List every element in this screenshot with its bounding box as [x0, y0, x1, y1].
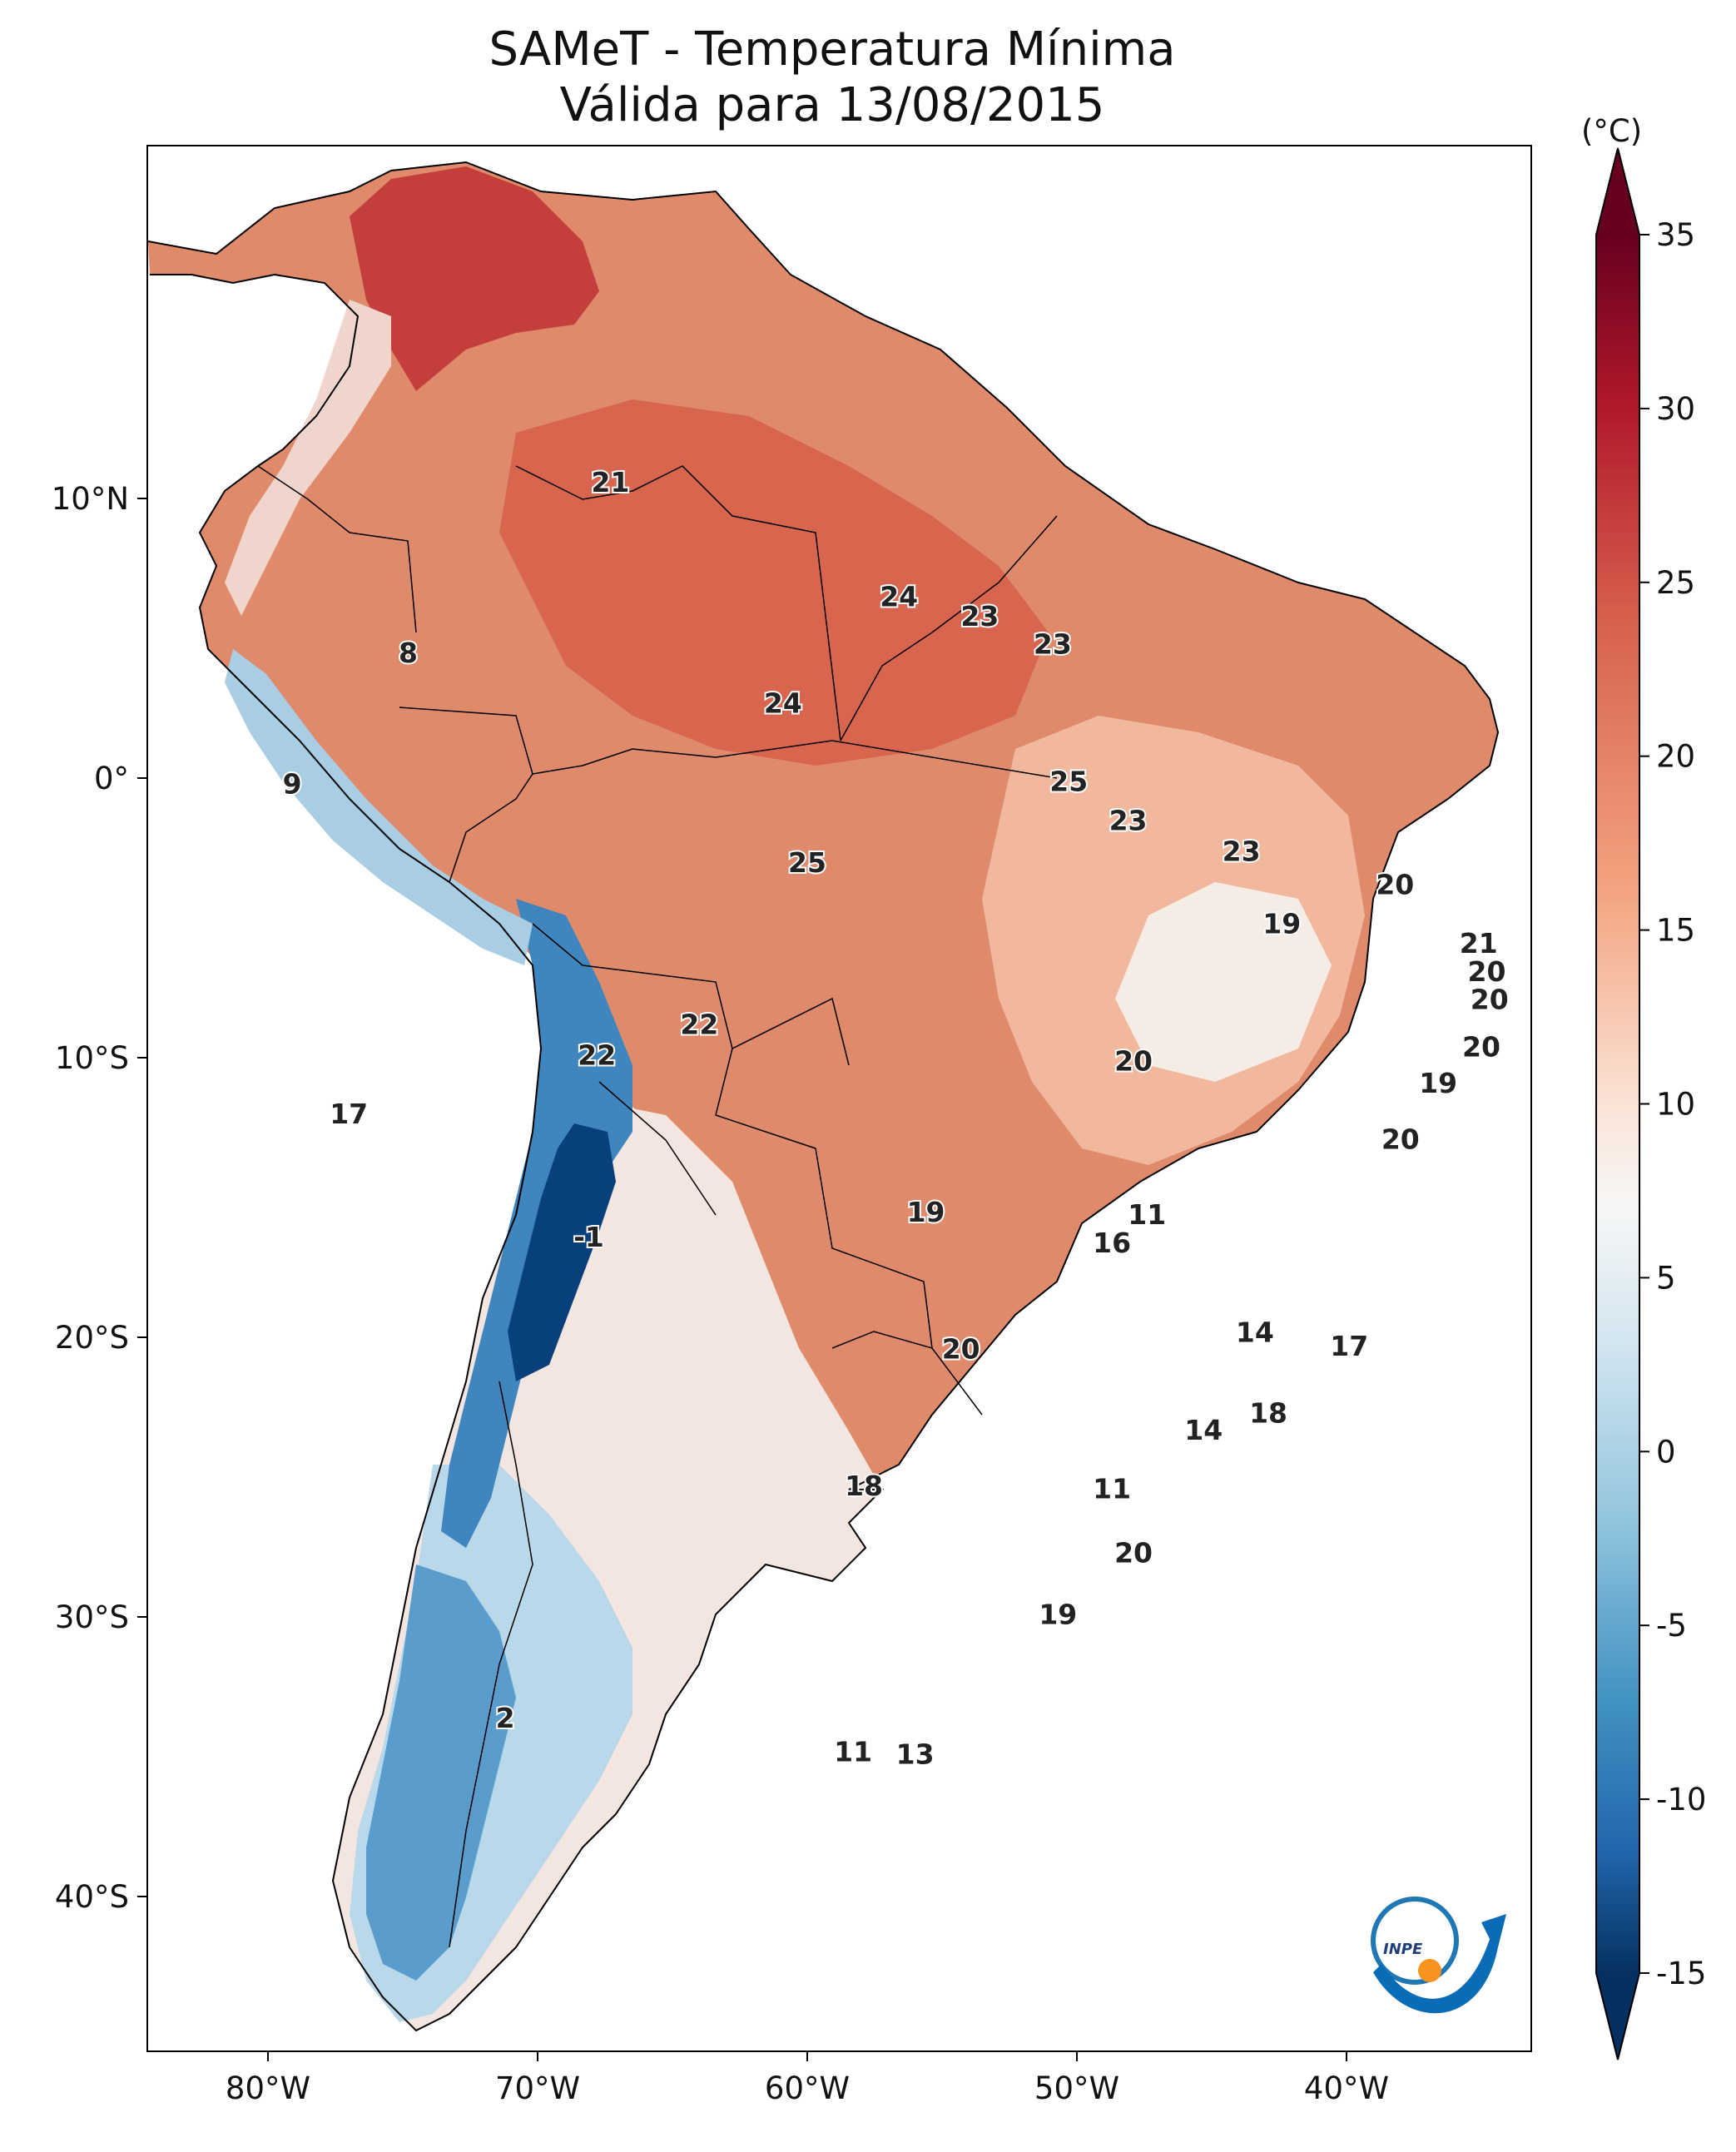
temperature-label: 22 — [680, 1009, 718, 1041]
lat-tick-label: 20°S — [55, 1320, 129, 1356]
temperature-label: 11 — [1128, 1198, 1166, 1231]
temperature-label: 9 — [283, 768, 302, 801]
andes-coldest-region — [508, 1123, 616, 1381]
lon-tick-label: 40°W — [1304, 2070, 1389, 2106]
temperature-label: 19 — [1419, 1067, 1457, 1099]
longitude-axis: 80°W 70°W 60°W 50°W 40°W — [226, 2051, 1389, 2106]
lat-tick-label: 30°S — [55, 1599, 129, 1635]
hot-north-region — [350, 166, 599, 391]
colorbar-body — [1596, 235, 1639, 1973]
temperature-label: 23 — [1034, 628, 1072, 661]
map-title-line2: Válida para 13/08/2015 — [560, 78, 1105, 132]
temperature-label: 23 — [1223, 835, 1261, 867]
temperature-label: 17 — [330, 1098, 368, 1130]
temperature-label: 22 — [578, 1039, 616, 1072]
inpe-logo: INPE — [1371, 1897, 1506, 2014]
temperature-label: 11 — [1093, 1472, 1131, 1505]
colorbar-tick-label: 30 — [1656, 391, 1695, 427]
colorbar: (°C) 35 30 25 20 15 10 5 0 -5 -10 -15 — [1581, 113, 1706, 2060]
colorbar-tick-label: 10 — [1656, 1087, 1695, 1123]
lon-tick-label: 60°W — [765, 2070, 850, 2106]
amazon-warm-region — [499, 399, 1049, 766]
temperature-label: 20 — [1462, 1031, 1500, 1064]
lon-tick-label: 80°W — [226, 2070, 310, 2106]
latitude-axis: 10°N0°10°S20°S30°S40°S50°S — [52, 481, 147, 1915]
colorbar-tick-label: 25 — [1656, 565, 1695, 601]
temperature-label: 25 — [788, 846, 826, 879]
colorbar-tick-label: 20 — [1656, 739, 1695, 775]
temperature-label: 24 — [880, 581, 918, 613]
temperature-label: 20 — [1114, 1044, 1153, 1077]
temperature-label: 24 — [764, 687, 802, 719]
temperature-label: 20 — [942, 1332, 980, 1365]
colorbar-tick-label: 35 — [1656, 217, 1695, 253]
temperature-label: 23 — [960, 600, 999, 632]
temperature-label: 21 — [1460, 927, 1498, 959]
lon-tick-label: 50°W — [1034, 2070, 1119, 2106]
temperature-label: 2 — [496, 1702, 515, 1734]
map-frame — [146, 145, 1532, 2052]
temperature-label: 11 — [834, 1735, 872, 1768]
temperature-label: 18 — [1249, 1397, 1287, 1430]
patagonia-cold-region — [366, 1564, 516, 1981]
temperature-label: 14 — [1236, 1316, 1274, 1348]
temperature-label: 19 — [907, 1196, 945, 1228]
colorbar-tick-label: 5 — [1656, 1260, 1676, 1296]
colorbar-tick-label: -15 — [1656, 1956, 1706, 1991]
temperature-label: 20 — [1381, 1123, 1420, 1155]
colorbar-tick-label: 0 — [1656, 1434, 1676, 1470]
continent-coastline — [147, 161, 1500, 2032]
temperature-label: 20 — [1468, 955, 1506, 988]
lat-tick-label: 0° — [94, 761, 129, 796]
temperature-label: 19 — [1262, 908, 1301, 940]
temperature-label: 23 — [1109, 804, 1148, 836]
colorbar-tick-label: -5 — [1656, 1608, 1687, 1644]
inpe-logo-text: INPE — [1383, 1941, 1423, 1958]
temperature-label: 18 — [845, 1470, 883, 1502]
temperature-label: 20 — [1114, 1537, 1153, 1569]
temperature-label: 16 — [1093, 1227, 1131, 1259]
temperature-label: 25 — [1049, 765, 1088, 797]
country-borders — [257, 465, 1058, 1948]
map-title-line1: SAMeT - Temperatura Mínima — [489, 22, 1175, 77]
temperature-label: 19 — [1039, 1599, 1077, 1631]
neutral-highland-region — [1115, 882, 1332, 1082]
lat-tick-label: 10°N — [52, 481, 129, 517]
lat-tick-label: 40°S — [55, 1879, 129, 1915]
temperature-label: 20 — [1376, 869, 1414, 901]
lat-tick-label: 10°S — [55, 1040, 129, 1076]
colorbar-unit: (°C) — [1581, 113, 1642, 149]
temperature-label: 8 — [399, 637, 418, 669]
temperature-label: 21 — [592, 466, 630, 498]
temperature-label: -1 — [573, 1221, 604, 1253]
colorbar-tick-label: 15 — [1656, 913, 1695, 949]
colorbar-tick-label: -10 — [1656, 1782, 1706, 1817]
colorbar-extend-min — [1596, 1973, 1639, 2060]
colorbar-extend-max — [1596, 148, 1639, 235]
temperature-label: 14 — [1184, 1414, 1223, 1446]
temperature-label: 17 — [1330, 1330, 1368, 1362]
colorbar-ticks: 35 30 25 20 15 10 5 0 -5 -10 -15 — [1639, 217, 1706, 1991]
temperature-label: 20 — [1471, 983, 1509, 1015]
temperature-label: 13 — [896, 1738, 935, 1771]
northern-andes-cool-region — [225, 300, 391, 616]
lon-tick-label: 70°W — [495, 2070, 580, 2106]
